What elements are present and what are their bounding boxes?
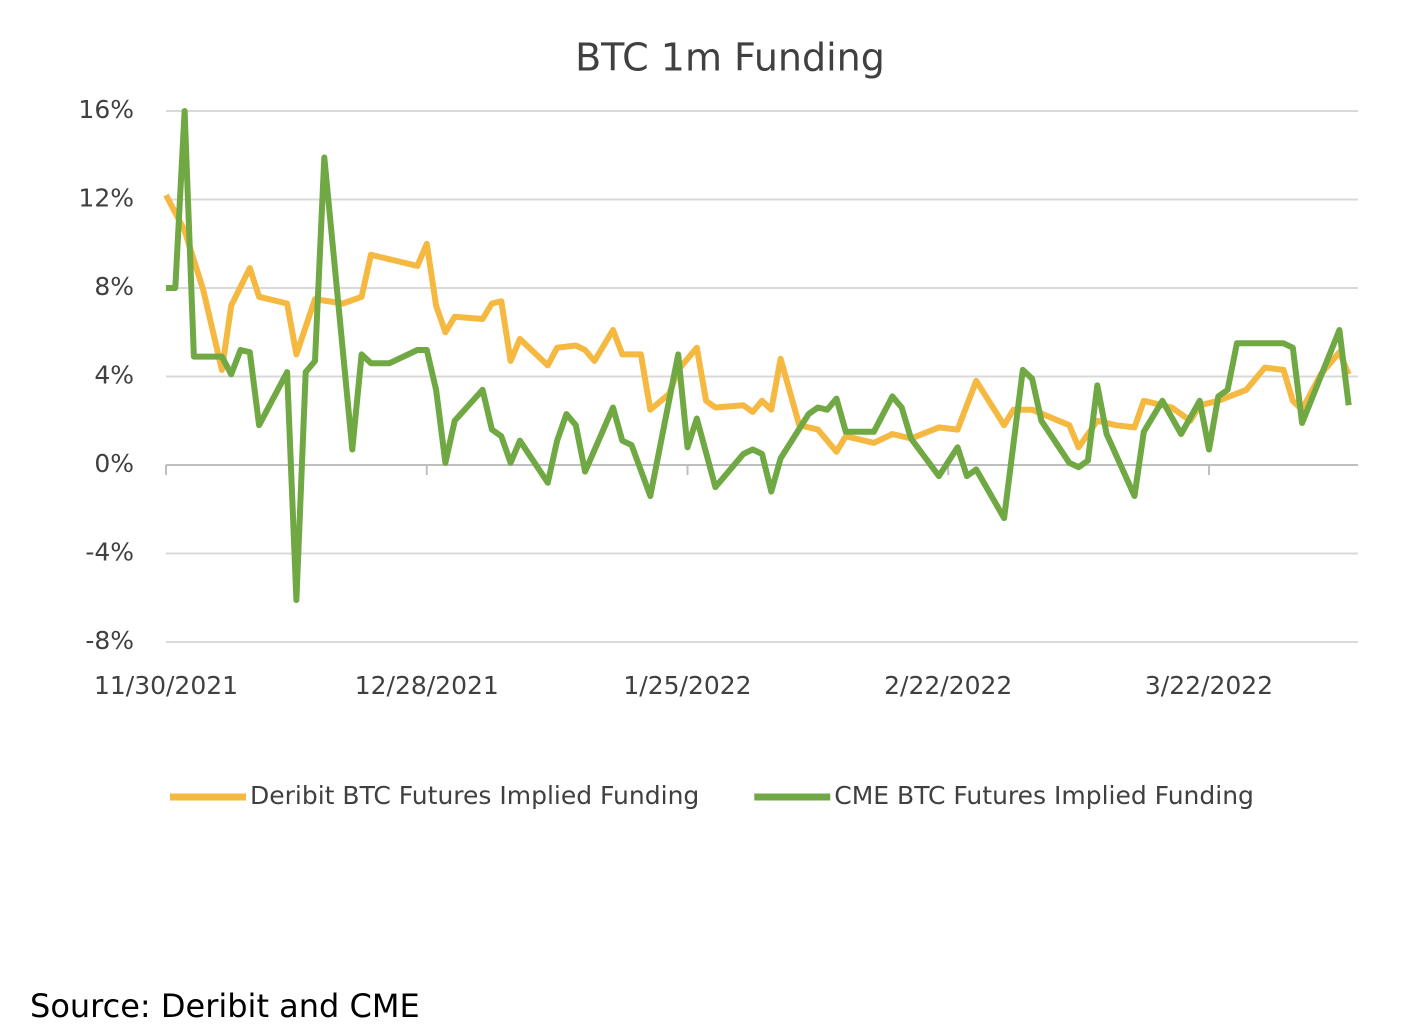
data-line [163,193,1352,455]
y-tick-label: 8% [94,272,134,301]
y-tick-label: 0% [94,449,134,478]
y-tick-label: -4% [85,538,134,567]
x-tick-label: 11/30/2021 [94,671,238,700]
x-tick-label: 1/25/2022 [623,671,751,700]
data-line [166,108,1352,603]
y-tick-label: 12% [78,184,134,213]
y-tick-label: -8% [85,626,134,655]
legend-label: Deribit BTC Futures Implied Funding [250,781,699,810]
legend-label: CME BTC Futures Implied Funding [834,781,1254,810]
source-note: Source: Deribit and CME [30,987,420,1025]
x-tick-label: 12/28/2021 [355,671,499,700]
chart-title: BTC 1m Funding [575,36,885,80]
x-tick-label: 3/22/2022 [1145,671,1273,700]
x-tick-label: 2/22/2022 [884,671,1012,700]
y-tick-label: 4% [94,361,134,390]
y-tick-label: 16% [78,95,134,124]
